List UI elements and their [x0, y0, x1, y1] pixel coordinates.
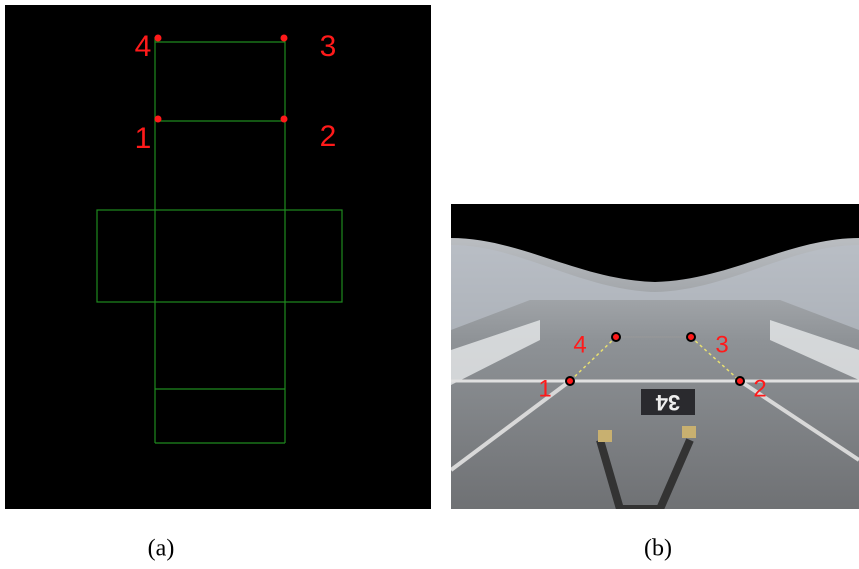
point-label: 2 — [320, 120, 337, 153]
panel-a: 1 2 3 4 (a) — [5, 5, 431, 562]
point-label: 3 — [320, 30, 337, 63]
road-marking: 34 — [655, 390, 680, 415]
point-label: 1 — [135, 122, 152, 155]
figure: 1 2 3 4 (a) 34 1 2 — [0, 0, 859, 569]
caption: (b) — [644, 536, 672, 562]
point-label: 1 — [538, 375, 551, 402]
point-label: 3 — [715, 331, 728, 358]
caption: (a) — [148, 536, 175, 562]
camera-image: 34 — [451, 204, 859, 509]
point-label: 4 — [135, 30, 152, 63]
point-label: 4 — [573, 331, 586, 358]
background — [5, 5, 431, 509]
panel-b: 34 1 2 3 4 (b) — [451, 204, 859, 562]
point-label: 2 — [753, 375, 766, 402]
